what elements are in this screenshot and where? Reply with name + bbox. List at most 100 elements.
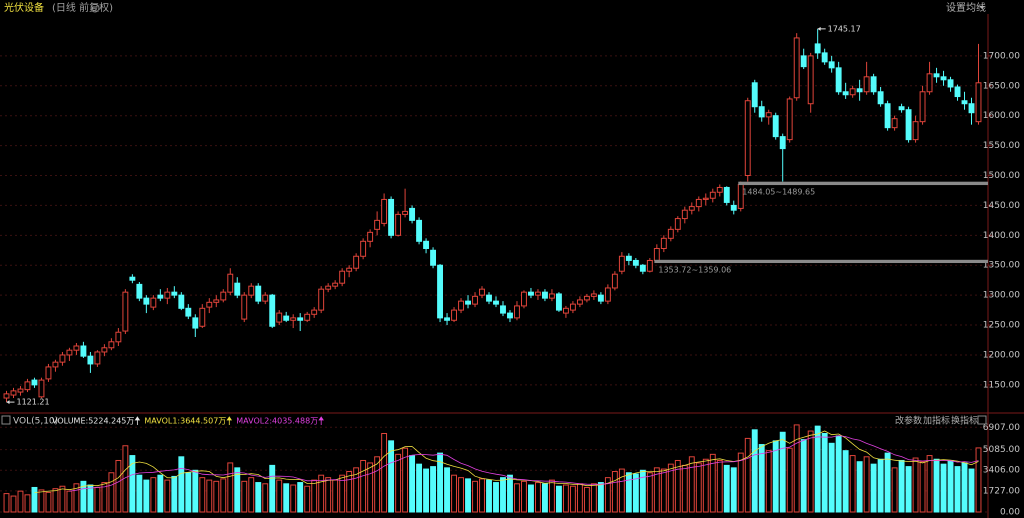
y-tick-label: 5085.00 xyxy=(983,445,1020,455)
volume-bar xyxy=(814,425,821,513)
volume-bar xyxy=(276,479,283,513)
candle-body xyxy=(695,198,702,208)
indicator-button[interactable]: 改参数 xyxy=(895,415,922,427)
candle-body xyxy=(618,255,625,272)
volume-bar xyxy=(234,467,241,513)
candle-body xyxy=(213,299,220,303)
candle-body xyxy=(297,317,304,321)
volume-bar xyxy=(933,458,940,513)
volume-bar xyxy=(947,459,954,513)
candle-body xyxy=(772,115,779,138)
volume-bar xyxy=(562,484,569,513)
candle-body xyxy=(590,293,597,297)
candle-body xyxy=(276,312,283,323)
volume-bar xyxy=(80,480,87,513)
volume-bar xyxy=(346,471,353,513)
candle-body xyxy=(325,285,332,290)
volume-bar xyxy=(541,483,548,513)
volume-bar xyxy=(555,485,562,513)
volume-bar xyxy=(793,424,800,513)
y-tick-label: 1600.00 xyxy=(983,111,1020,121)
candle-body xyxy=(24,381,31,391)
ma-setting-button[interactable]: 设置均线 xyxy=(946,1,986,14)
candle-body xyxy=(136,283,143,299)
volume-bar xyxy=(402,447,409,513)
candle-body xyxy=(562,307,569,314)
volume-bar xyxy=(87,484,94,513)
volume-bar xyxy=(961,462,968,513)
volume-bar xyxy=(3,493,10,513)
volume-bar xyxy=(136,474,143,513)
candle-body xyxy=(583,295,590,301)
candle-body xyxy=(185,307,192,317)
dropdown-arrow[interactable] xyxy=(979,6,985,9)
volume-bar xyxy=(115,459,122,513)
volume-bar xyxy=(758,444,765,513)
candle-body xyxy=(108,341,115,349)
settings-icon[interactable] xyxy=(90,3,100,13)
volume-bar xyxy=(779,431,786,513)
candle-body xyxy=(402,210,409,215)
volume-bar xyxy=(472,480,478,513)
candle-body xyxy=(115,331,122,343)
candle-body xyxy=(758,106,765,118)
volume-bar xyxy=(206,479,213,513)
candle-body xyxy=(821,52,828,63)
candle-body xyxy=(374,219,381,230)
candle-body xyxy=(3,393,10,399)
volume-bar xyxy=(416,463,423,513)
candle-body xyxy=(912,121,919,141)
candle-body xyxy=(227,273,234,293)
indicator-button[interactable]: 加指标 xyxy=(923,415,950,427)
volume-bar xyxy=(772,440,779,513)
candle-body xyxy=(535,291,541,296)
close-button[interactable] xyxy=(977,415,987,425)
candle-body xyxy=(653,247,660,261)
volume-bar xyxy=(339,474,346,513)
candle-body xyxy=(255,285,262,302)
volume-bar xyxy=(968,468,975,513)
volume-legend: VOLUME:5224.245万 xyxy=(52,417,134,426)
help-icon[interactable] xyxy=(1,415,11,425)
candle-body xyxy=(87,355,94,365)
volume-bar xyxy=(912,457,919,513)
candle-body xyxy=(786,98,793,141)
candle-body xyxy=(793,37,800,99)
volume-bar xyxy=(870,463,877,513)
candle-body xyxy=(514,305,520,319)
volume-bar xyxy=(332,479,339,513)
volume-bar xyxy=(297,482,304,513)
volume-bar xyxy=(849,455,856,513)
indicator-button[interactable]: 换指标 xyxy=(951,415,978,427)
candle-body xyxy=(248,285,255,296)
annotation-label: 1745.17 xyxy=(828,24,861,33)
candle-body xyxy=(548,293,555,299)
volume-bar xyxy=(716,459,723,513)
candle-body xyxy=(905,109,912,141)
candle-body xyxy=(954,86,961,98)
volume-bar xyxy=(199,477,206,513)
candle-body xyxy=(940,76,947,81)
candle-body xyxy=(779,136,786,150)
volume-bar xyxy=(667,463,674,513)
candle-body xyxy=(884,103,891,129)
volume-bar xyxy=(255,482,262,513)
zone-label: 1484.05~1489.65 xyxy=(742,188,815,197)
volume-bar xyxy=(625,472,632,513)
y-tick-label: 3406.00 xyxy=(983,466,1020,476)
candle-body xyxy=(744,100,751,177)
candle-body xyxy=(639,264,646,272)
volume-bar xyxy=(821,432,828,513)
candle-body xyxy=(947,79,954,88)
price-zone xyxy=(654,259,988,264)
candle-body xyxy=(765,112,772,118)
volume-bar xyxy=(395,453,402,513)
y-tick-label: 1200.00 xyxy=(983,350,1020,360)
y-tick-label: 1700.00 xyxy=(983,51,1020,61)
volume-bar xyxy=(709,453,716,513)
candle-body xyxy=(472,295,478,305)
candle-body xyxy=(381,198,388,224)
y-tick-label: 1350.00 xyxy=(983,261,1020,271)
candle-body xyxy=(458,300,464,311)
